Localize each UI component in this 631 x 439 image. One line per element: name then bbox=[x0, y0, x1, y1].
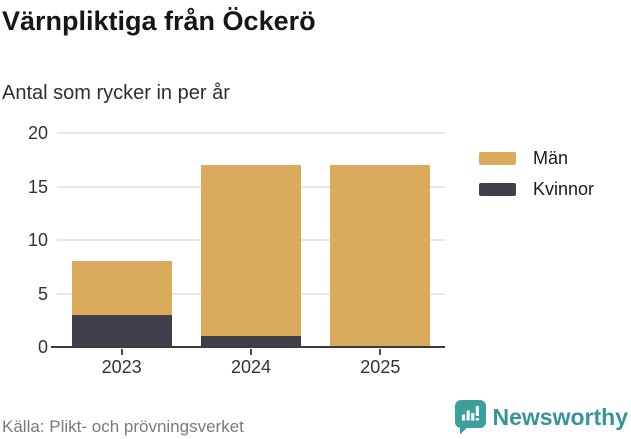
chart-title: Värnpliktiga från Öckerö bbox=[2, 6, 316, 36]
x-tick bbox=[120, 349, 123, 355]
x-tick-label-2023: 2023 bbox=[101, 357, 142, 377]
bar-segment-män-2024 bbox=[201, 165, 301, 337]
y-tick-label: 15 bbox=[27, 176, 48, 197]
gridline-20 bbox=[57, 132, 445, 134]
legend-item-kvinnor: Kvinnor bbox=[479, 179, 594, 200]
bar-segment-kvinnor-2023 bbox=[71, 314, 172, 347]
y-axis-labels: 0 5 10 15 20 bbox=[0, 123, 48, 363]
plot-area bbox=[51, 132, 445, 348]
x-tick-label-2025: 2025 bbox=[360, 357, 401, 377]
newsworthy-logo-icon bbox=[454, 400, 486, 435]
y-tick-label: 5 bbox=[37, 283, 48, 304]
y-tick-label: 20 bbox=[27, 123, 48, 143]
x-tick bbox=[250, 349, 252, 355]
legend-label: Kvinnor bbox=[533, 179, 595, 199]
legend-label: Män bbox=[533, 148, 569, 168]
x-tick bbox=[379, 349, 382, 355]
brand-name: Newsworthy bbox=[492, 403, 628, 430]
brand-logo: Newsworthy bbox=[454, 399, 628, 435]
chart-subtitle: Antal som rycker in per år bbox=[2, 82, 230, 104]
x-tick-label-2024: 2024 bbox=[230, 357, 272, 377]
legend: Män Kvinnor bbox=[479, 148, 594, 210]
y-tick-label: 10 bbox=[27, 230, 48, 250]
bar-segment-kvinnor-2024 bbox=[201, 336, 301, 347]
legend-item-män: Män bbox=[479, 148, 594, 169]
source-note: Källa: Plikt- och prövningsverket bbox=[2, 417, 244, 436]
bar-segment-män-2023 bbox=[71, 261, 172, 315]
y-tick-label: 0 bbox=[37, 337, 48, 357]
legend-swatch bbox=[479, 152, 516, 165]
x-axis: 2023 2024 2025 bbox=[57, 349, 445, 389]
legend-swatch bbox=[479, 183, 516, 196]
bar-segment-män-2025 bbox=[330, 165, 431, 347]
x-axis-line bbox=[51, 345, 445, 348]
